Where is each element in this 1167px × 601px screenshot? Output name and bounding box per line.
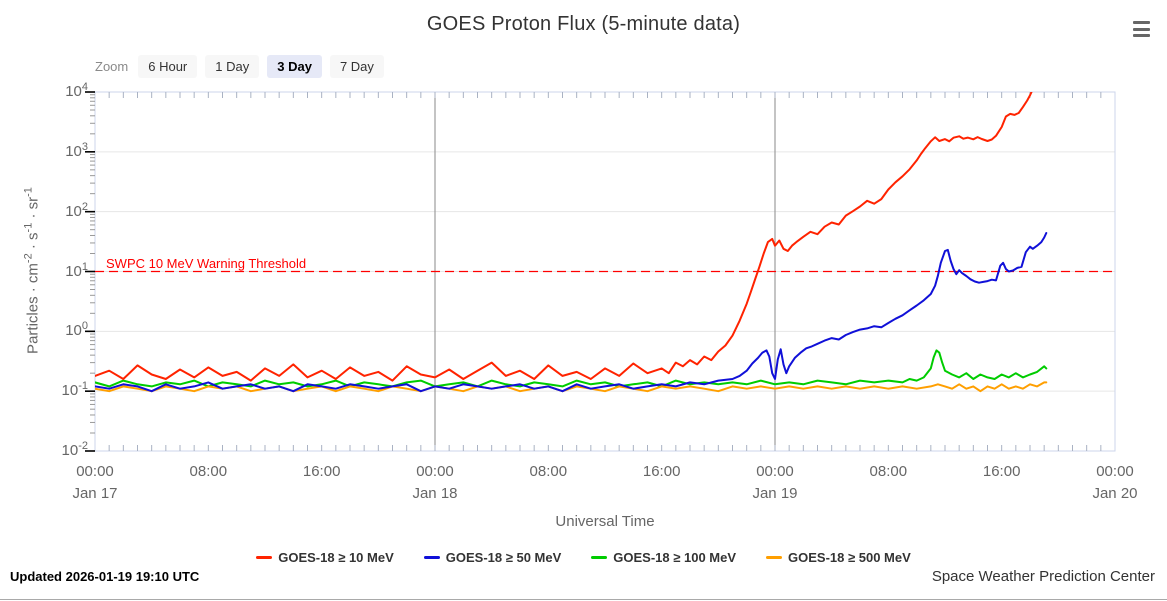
y-axis-tick-label: 102: [65, 200, 88, 220]
y-axis-tick-label: 10-2: [61, 440, 88, 459]
range-button-3-day[interactable]: 3 Day: [267, 55, 322, 78]
bottom-divider: [0, 599, 1167, 600]
y-axis-title: Particles · cm-2 · s-1 · sr-1: [22, 187, 42, 354]
x-axis-tick-label: 08:00: [869, 463, 908, 480]
x-axis-tick-label: 16:00: [302, 463, 341, 480]
range-button-1-day[interactable]: 1 Day: [205, 55, 260, 78]
y-axis-tick-label: 104: [65, 81, 88, 100]
legend-item-goes-18-10-mev[interactable]: GOES-18 ≥ 10 MeV: [256, 550, 394, 565]
legend-item-goes-18-50-mev[interactable]: GOES-18 ≥ 50 MeV: [423, 550, 562, 565]
legend: GOES-18 ≥ 10 MeV GOES-18 ≥ 50 MeV GOES-18 …: [0, 550, 1167, 565]
y-axis-tick-label: 103: [65, 140, 88, 160]
hamburger-menu-icon[interactable]: [1133, 20, 1153, 38]
x-axis-tick-label: 16:00: [982, 463, 1021, 480]
x-axis-tick-label: 08:00: [189, 463, 228, 480]
plot-area[interactable]: [95, 92, 1115, 451]
x-axis-tick-label: 00:00: [1096, 463, 1134, 480]
legend-label: GOES-18 ≥ 100 MeV: [613, 550, 737, 565]
legend-item-goes-18-100-mev[interactable]: GOES-18 ≥ 100 MeV: [591, 550, 736, 565]
y-axis-tick-label: 100: [65, 320, 88, 340]
x-axis-date-label: Jan 17: [72, 485, 118, 502]
legend-item-goes-18-500-mev[interactable]: GOES-18 ≥ 500 MeV: [766, 550, 911, 565]
x-axis-tick-label: 16:00: [642, 463, 681, 480]
x-axis-tick-label: 00:00: [756, 463, 794, 480]
range-button-7-day[interactable]: 7 Day: [329, 55, 384, 78]
legend-swatch-icon: [256, 556, 273, 559]
y-axis-tick-label: 101: [65, 260, 88, 280]
legend-label: GOES-18 ≥ 500 MeV: [788, 550, 911, 565]
x-axis-date-label: Jan 19: [752, 485, 798, 502]
range-button-6-hour[interactable]: 6 Hour: [138, 55, 198, 78]
x-axis-date-label: Jan 20: [1092, 485, 1138, 502]
y-axis-tick-label: 10-1: [61, 380, 88, 400]
x-axis-tick-label: 00:00: [76, 463, 114, 480]
legend-swatch-icon: [423, 556, 440, 559]
updated-timestamp: Updated 2026-01-19 19:10 UTC: [10, 569, 200, 584]
x-axis-tick-label: 08:00: [529, 463, 568, 480]
zoom-label: Zoom: [95, 59, 129, 74]
source-attribution: Space Weather Prediction Center: [931, 568, 1155, 585]
x-axis-date-label: Jan 18: [412, 485, 458, 502]
legend-label: GOES-18 ≥ 10 MeV: [278, 550, 394, 565]
x-axis-tick-label: 00:00: [416, 463, 454, 480]
range-selector: Zoom 6 Hour 1 Day 3 Day 7 Day: [95, 55, 384, 78]
x-axis-title: Universal Time: [555, 513, 655, 530]
threshold-label: SWPC 10 MeV Warning Threshold: [106, 256, 307, 271]
legend-swatch-icon: [766, 556, 783, 559]
legend-swatch-icon: [591, 556, 608, 559]
chart-title: GOES Proton Flux (5-minute data): [426, 13, 741, 35]
legend-label: GOES-18 ≥ 50 MeV: [445, 550, 562, 565]
